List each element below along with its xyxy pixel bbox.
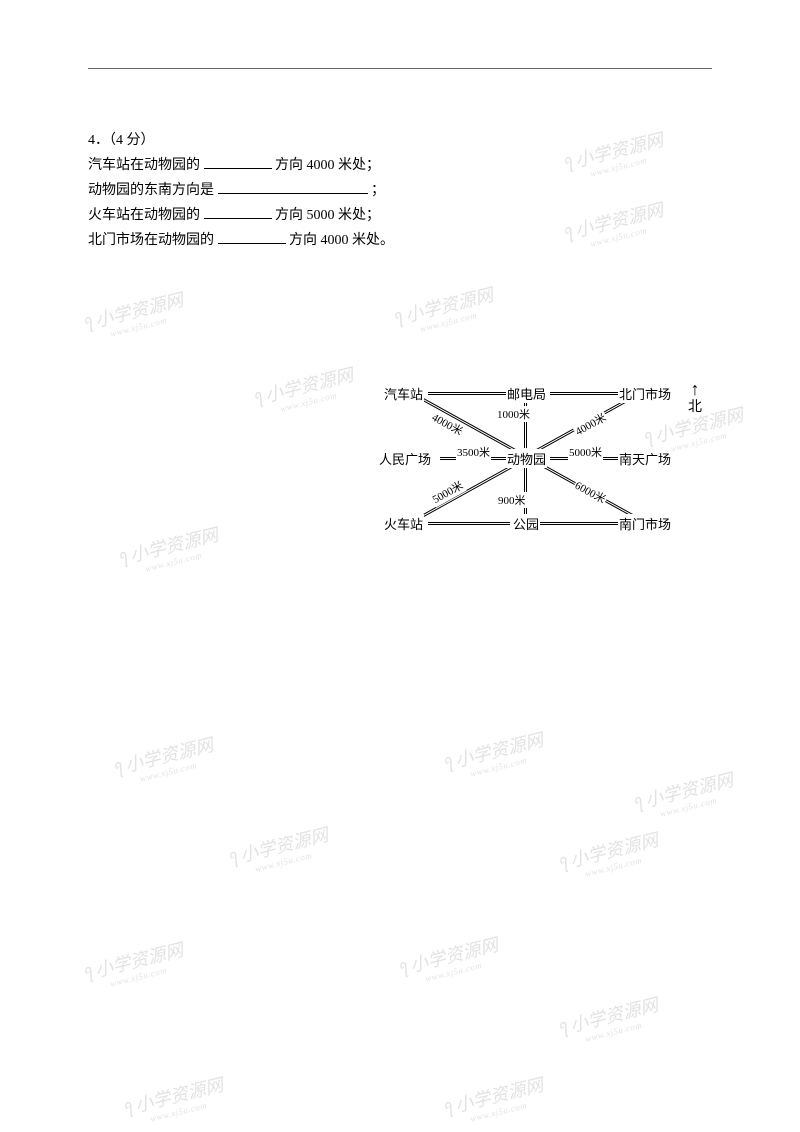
node-train: 火车站: [383, 514, 424, 533]
blank-3[interactable]: [204, 203, 272, 219]
blank-1[interactable]: [204, 153, 272, 169]
q-line-3: 火车站在动物园的 方向 5000 米处；: [88, 203, 712, 228]
dist-plaza-zoo: 3500米: [456, 444, 491, 460]
node-north-market: 北门市场: [618, 384, 672, 403]
q3-text-b: 方向 5000 米处；: [275, 208, 380, 223]
watermark: ૧小学资源网www.xj5u.com: [437, 1068, 548, 1130]
blank-4[interactable]: [218, 228, 286, 244]
dist-post-zoo: 1000米: [496, 406, 531, 422]
dist-sm-zoo: 6000米: [571, 477, 609, 508]
question-block: 4．（4 分） 汽车站在动物园的 方向 4000 米处； 动物园的东南方向是 ；…: [88, 69, 712, 253]
q-number: 4．（4 分）: [88, 129, 712, 153]
q1-text-b: 方向 4000 米处；: [275, 158, 380, 173]
node-plaza: 人民广场: [378, 449, 432, 468]
map-diagram: 汽车站 邮电局 北门市场 人民广场 动物园 南天广场 火车站 公园 南门市场 1…: [378, 354, 738, 574]
q1-text-a: 汽车站在动物园的: [88, 158, 200, 173]
q2-text-b: ；: [371, 183, 385, 198]
north-label: 北: [688, 400, 702, 415]
q-line-1: 汽车站在动物园的 方向 4000 米处；: [88, 153, 712, 178]
node-bus: 汽车站: [383, 384, 424, 403]
edge-post-nm: [550, 392, 618, 395]
node-nantian: 南天广场: [618, 449, 672, 468]
blank-2[interactable]: [218, 178, 368, 194]
north-indicator: ↑ 北: [688, 382, 702, 416]
node-post: 邮电局: [506, 384, 547, 403]
node-zoo: 动物园: [506, 449, 547, 468]
north-arrow-icon: ↑: [688, 382, 702, 396]
dist-nt-zoo: 5000米: [568, 444, 603, 460]
q-line-4: 北门市场在动物园的 方向 4000 米处。: [88, 228, 712, 253]
dist-park-zoo: 900米: [497, 492, 527, 508]
dist-nm-zoo: 4000米: [571, 409, 609, 440]
page-frame: 4．（4 分） 汽车站在动物园的 方向 4000 米处； 动物园的东南方向是 ；…: [88, 68, 712, 1058]
edge-train-park: [428, 522, 510, 525]
edge-bus-post: [428, 392, 506, 395]
q4-text-a: 北门市场在动物园的: [88, 233, 214, 248]
q-line-2: 动物园的东南方向是 ；: [88, 178, 712, 203]
node-south-market: 南门市场: [618, 514, 672, 533]
watermark: ૧小学资源网www.xj5u.com: [117, 1068, 228, 1130]
q2-text-a: 动物园的东南方向是: [88, 183, 214, 198]
q3-text-a: 火车站在动物园的: [88, 208, 200, 223]
node-park: 公园: [512, 514, 540, 533]
edge-park-sm: [538, 522, 618, 525]
q4-text-b: 方向 4000 米处。: [289, 233, 394, 248]
